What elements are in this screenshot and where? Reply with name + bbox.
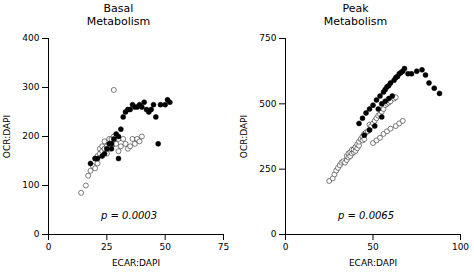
svg-text:0: 0	[283, 242, 289, 252]
svg-text:75: 75	[218, 242, 229, 252]
svg-text:0: 0	[34, 229, 40, 239]
html-text:Basal Metabolism: Basal Metabolism	[86, 2, 151, 28]
svg-text:0: 0	[46, 242, 52, 252]
svg-text:100: 100	[452, 242, 469, 252]
html-text:Peak Metabolism: Peak Metabolism	[323, 2, 388, 28]
svg-text:0: 0	[271, 229, 277, 239]
svg-text:50: 50	[159, 242, 171, 252]
svg-text:OCR:DAPI: OCR:DAPI	[2, 115, 12, 158]
svg-text:OCR:DAPI: OCR:DAPI	[239, 115, 249, 158]
svg-text:500: 500	[259, 99, 276, 109]
svg-text:100: 100	[22, 180, 39, 190]
svg-text:400: 400	[22, 33, 39, 43]
svg-text:p = 0.0003: p = 0.0003	[100, 210, 157, 221]
svg-text:50: 50	[367, 242, 379, 252]
svg-text:250: 250	[259, 164, 276, 174]
svg-text:ECAR:DAPI: ECAR:DAPI	[349, 258, 397, 268]
svg-text:25: 25	[101, 242, 112, 252]
svg-text:ECAR:DAPI: ECAR:DAPI	[112, 258, 160, 268]
svg-text:p = 0.0065: p = 0.0065	[337, 210, 394, 221]
svg-text:300: 300	[22, 82, 39, 92]
svg-text:200: 200	[22, 131, 39, 141]
svg-text:750: 750	[259, 33, 276, 43]
